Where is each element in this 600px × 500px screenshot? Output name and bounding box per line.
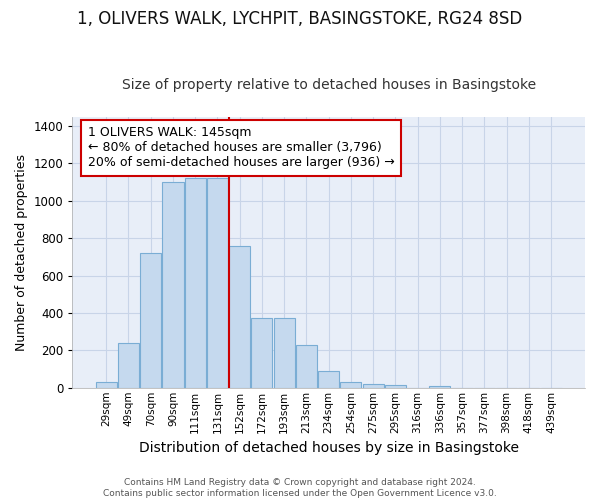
Title: Size of property relative to detached houses in Basingstoke: Size of property relative to detached ho…: [122, 78, 536, 92]
Y-axis label: Number of detached properties: Number of detached properties: [15, 154, 28, 351]
Text: 1 OLIVERS WALK: 145sqm
← 80% of detached houses are smaller (3,796)
20% of semi-: 1 OLIVERS WALK: 145sqm ← 80% of detached…: [88, 126, 394, 170]
Bar: [430, 386, 451, 388]
X-axis label: Distribution of detached houses by size in Basingstoke: Distribution of detached houses by size …: [139, 441, 518, 455]
Bar: [251, 318, 272, 388]
Bar: [185, 178, 206, 388]
Bar: [340, 382, 361, 388]
Text: Contains HM Land Registry data © Crown copyright and database right 2024.
Contai: Contains HM Land Registry data © Crown c…: [103, 478, 497, 498]
Bar: [385, 385, 406, 388]
Bar: [163, 182, 184, 388]
Bar: [229, 246, 250, 388]
Bar: [118, 343, 139, 388]
Bar: [296, 345, 317, 388]
Bar: [95, 382, 117, 388]
Bar: [207, 178, 228, 388]
Bar: [274, 318, 295, 388]
Bar: [362, 384, 384, 388]
Text: 1, OLIVERS WALK, LYCHPIT, BASINGSTOKE, RG24 8SD: 1, OLIVERS WALK, LYCHPIT, BASINGSTOKE, R…: [77, 10, 523, 28]
Bar: [140, 253, 161, 388]
Bar: [318, 371, 339, 388]
